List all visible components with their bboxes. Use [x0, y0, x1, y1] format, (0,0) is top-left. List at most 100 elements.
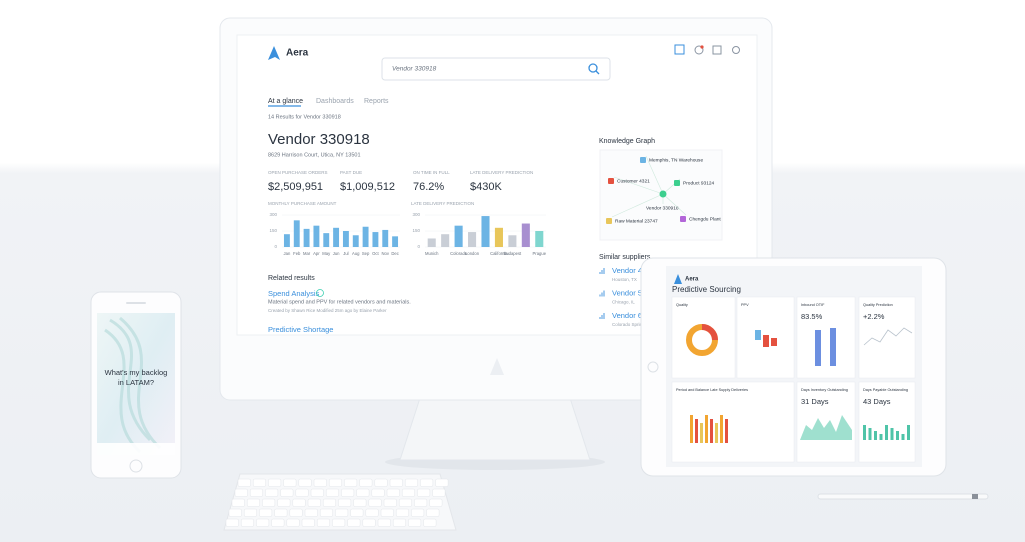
bar: [333, 227, 340, 247]
monitor-content: Aera Vendor 330918 At a glance Dashboards Re…: [268, 48, 721, 334]
phone-tabbar: [97, 443, 175, 455]
tablet-card: [858, 381, 916, 463]
tablet-card: [858, 296, 916, 379]
card-value: 43 Days: [863, 397, 891, 406]
supplier-name[interactable]: Vendor 67: [612, 311, 646, 320]
mini-bar: [755, 330, 761, 340]
key: [356, 488, 370, 497]
supplier-location: Chicago, IL: [612, 300, 635, 305]
key: [350, 508, 364, 517]
card-value: +2.2%: [863, 312, 885, 321]
key: [319, 508, 333, 517]
phone-swirl: [104, 316, 162, 454]
related-link[interactable]: Predictive Shortage: [268, 325, 333, 334]
key: [301, 518, 315, 527]
bar: [508, 235, 517, 247]
home-icon[interactable]: [674, 44, 685, 55]
x-tick-label: Sep: [362, 251, 370, 256]
x-tick-label: Jan: [284, 251, 291, 256]
supplier-name[interactable]: Vendor 41: [612, 266, 646, 275]
key: [353, 498, 367, 507]
y-tick-label: 0: [274, 244, 277, 249]
x-tick-label: Budapest: [504, 251, 523, 256]
key: [392, 518, 406, 527]
card-title: Days Inventory Outstanding: [801, 388, 848, 392]
phone-question: What's my backlog: [105, 368, 168, 377]
bar: [441, 234, 450, 247]
related-link[interactable]: Spend Analysis: [268, 289, 320, 298]
tablet-home-button[interactable]: [647, 361, 659, 373]
x-tick-label: Prague: [533, 251, 547, 256]
tab[interactable]: Reports: [364, 98, 389, 105]
mini-area: [800, 415, 852, 440]
graph-node-icon: [606, 218, 612, 224]
graph-node-icon: [674, 180, 680, 186]
mini-bar: [715, 423, 718, 443]
mini-bar: [879, 434, 883, 440]
key: [274, 508, 288, 517]
key: [313, 478, 327, 487]
graph-edge: [645, 155, 664, 195]
tab[interactable]: At a glance: [268, 98, 303, 105]
mini-bar: [863, 425, 866, 440]
x-tick-label: Jun: [333, 251, 340, 256]
key: [289, 508, 303, 517]
bell-badge: [700, 45, 704, 49]
metric-value: 76.2%: [413, 181, 444, 193]
graph-center: [659, 190, 667, 198]
key: [335, 508, 349, 517]
logo-mark: [268, 46, 280, 60]
x-tick-label: Aug: [352, 251, 360, 256]
bar: [494, 227, 503, 247]
phone-home-button[interactable]: [129, 459, 143, 473]
key: [404, 478, 418, 487]
key: [283, 478, 297, 487]
mini-bar: [874, 431, 877, 440]
key: [292, 498, 306, 507]
bar: [454, 225, 463, 247]
key: [380, 508, 394, 517]
key: [243, 508, 257, 517]
user-icon[interactable]: [732, 46, 740, 54]
card-value: 83.5%: [801, 312, 823, 321]
key: [432, 488, 446, 497]
supplier-name[interactable]: Vendor 54: [612, 288, 646, 297]
x-tick-label: Oct: [372, 251, 379, 256]
key: [271, 518, 285, 527]
mini-bar: [720, 415, 723, 443]
key: [386, 488, 400, 497]
supplier-location: Colorado Springs: [612, 322, 648, 327]
bell-icon[interactable]: [694, 45, 704, 55]
key: [240, 518, 254, 527]
phone-speaker: [126, 302, 146, 304]
graph-node-label: Memphis, TN Warehouse: [649, 157, 703, 163]
search-box: [381, 57, 611, 81]
results-count: 14 Results for Vendor 330918: [268, 114, 341, 120]
similar-title: Similar suppliers: [599, 254, 651, 261]
related-title: Related results: [268, 275, 315, 282]
graph-node-label: Customer 4321: [617, 178, 650, 184]
metric-label: LATE DELIVERY PREDICTION: [470, 170, 533, 175]
graph-edge: [611, 193, 664, 218]
y-tick-label: 300: [269, 212, 277, 217]
chart-title: MONTHLY PURCHASE AMOUNT: [268, 201, 337, 206]
card-title: Inbound OTIF: [801, 303, 825, 307]
supplier-icon: [599, 290, 605, 297]
card-title: Quality: [676, 303, 688, 307]
x-tick-label: Apr: [313, 251, 320, 256]
key: [371, 488, 385, 497]
bar: [303, 228, 310, 247]
x-tick-label: Nov: [382, 251, 390, 256]
tab[interactable]: Dashboards: [316, 98, 354, 105]
apps-icon[interactable]: [712, 45, 722, 55]
bar: [313, 225, 320, 247]
donut-segment: [701, 324, 718, 341]
y-tick-label: 150: [269, 228, 277, 233]
key: [228, 508, 242, 517]
mini-bar: [705, 415, 708, 443]
graph-node-label: Raw Material 23747: [615, 218, 658, 224]
bar: [481, 216, 490, 247]
